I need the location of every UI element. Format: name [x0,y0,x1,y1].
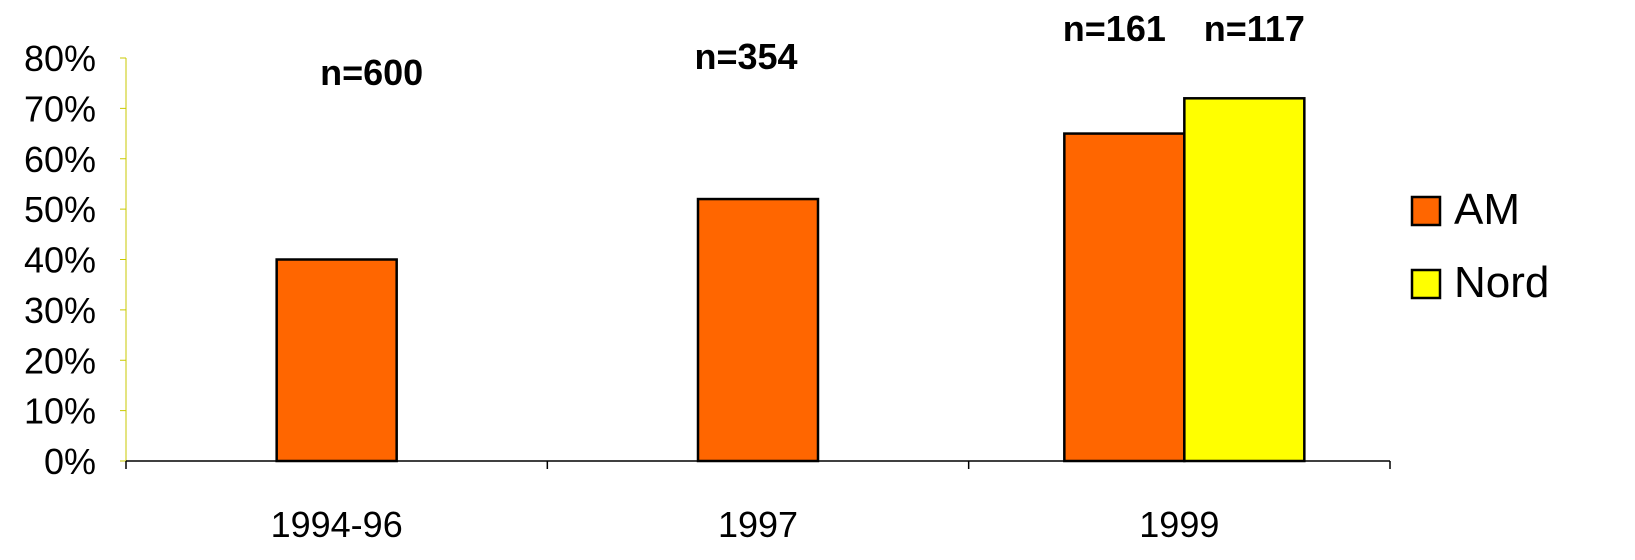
bars [275,97,1306,463]
sample-size-label: n=600 [320,52,423,93]
legend-swatch-nord [1410,268,1442,300]
bar-am-1994-96 [275,258,398,463]
y-tick-label: 70% [24,88,96,129]
sample-size-label: n=161 [1063,8,1166,49]
y-tick-label: 80% [24,38,96,79]
y-tick-label: 50% [24,189,96,230]
x-axis: 1994-96 1997 1999 [125,460,1391,545]
y-tick-label: 40% [24,240,96,281]
legend-label-nord: Nord [1454,258,1549,307]
y-tick-label: 60% [24,139,96,180]
y-tick-label: 10% [24,391,96,432]
legend-label-am: AM [1454,185,1520,234]
x-category-label: 1997 [718,504,798,545]
bar-am-1999 [1063,132,1186,463]
y-tick-label: 0% [44,441,96,482]
y-axis: 0% 10% 20% 30% 40% 50% 60% 70% 80% [24,38,127,482]
y-tick-label: 30% [24,290,96,331]
y-tick-label: 20% [24,340,96,381]
sample-size-label: n=354 [694,36,797,77]
annotations: n=600 n=354 n=161 n=117 [320,8,1305,93]
legend-swatch-am [1410,195,1442,227]
sample-size-label: n=117 [1204,8,1305,49]
legend: AM Nord [1410,185,1549,307]
x-category-label: 1999 [1139,504,1219,545]
x-category-label: 1994-96 [271,504,403,545]
bar-am-1997 [696,197,820,463]
bar-nord-1999 [1183,97,1306,463]
